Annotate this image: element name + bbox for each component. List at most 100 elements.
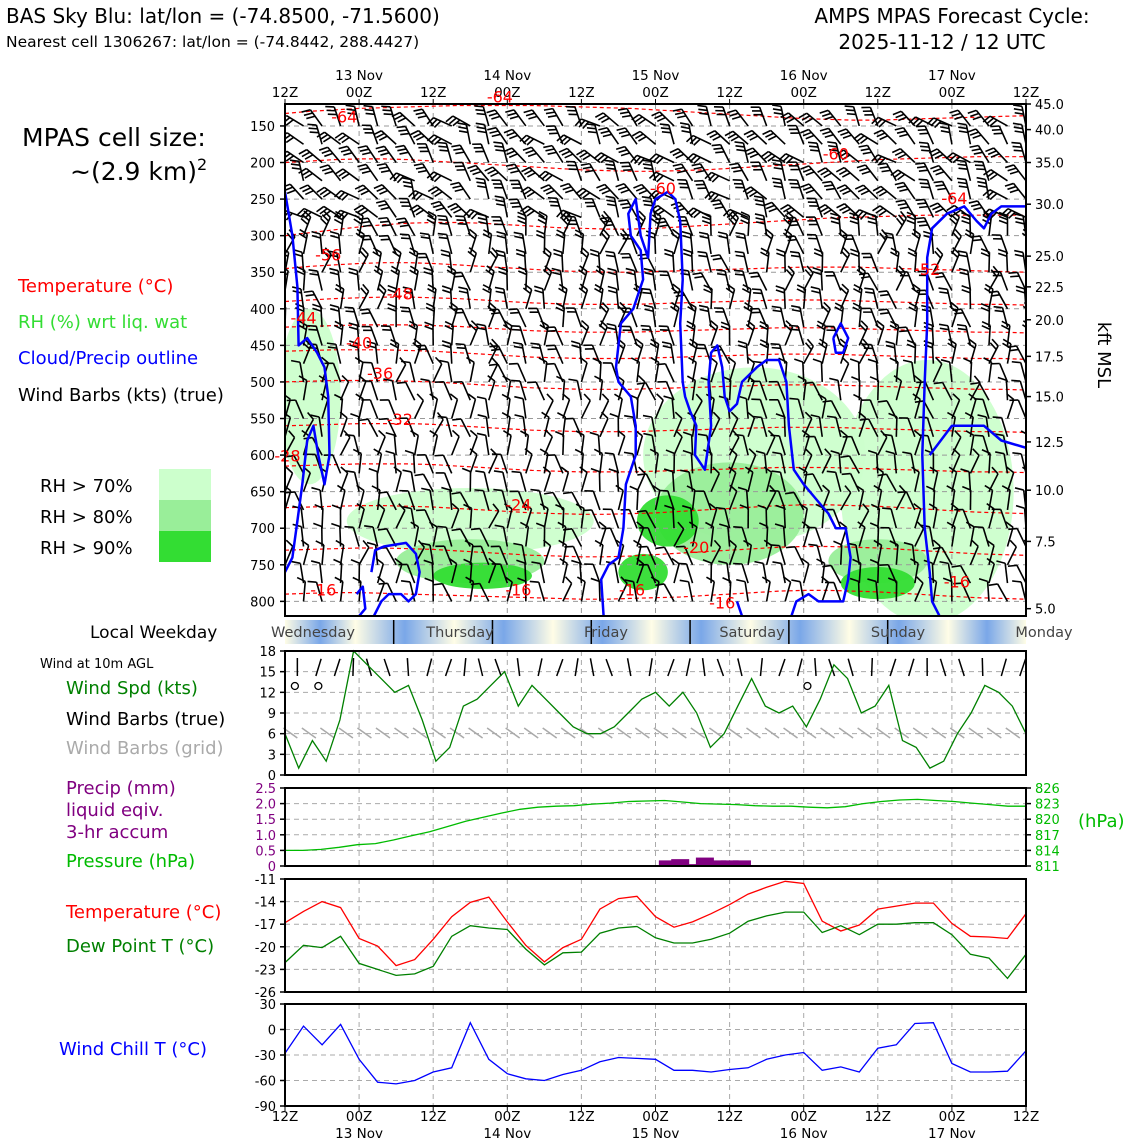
upper-wind-barb-flag	[945, 152, 954, 160]
upper-wind-barb-flag	[757, 504, 767, 509]
upper-wind-barb	[374, 343, 379, 364]
upper-wind-barb-flag	[350, 412, 360, 418]
upper-wind-barb-flag	[491, 312, 501, 315]
panel-ytick-label: 2.0	[255, 798, 276, 813]
upper-wind-barb-flag	[310, 414, 320, 418]
upper-wind-barb-flag	[269, 185, 278, 186]
upper-wind-barb-flag	[402, 180, 412, 185]
upper-wind-barb-flag	[1008, 211, 1016, 219]
upper-wind-barb-flag	[855, 484, 864, 492]
upper-wind-barb	[588, 163, 601, 182]
upper-wind-barb-flag	[582, 192, 591, 199]
upper-wind-barb-flag	[841, 283, 850, 291]
panel-ytick-label: 3	[268, 748, 276, 763]
legend-precip-3: 3-hr accum	[66, 822, 168, 843]
upper-wind-barb	[802, 563, 810, 584]
upper-wind-barb-flag	[522, 287, 531, 295]
upper-wind-barb	[435, 186, 453, 200]
temperature-label: -16	[709, 594, 735, 613]
surface-wind-barb-true	[574, 658, 579, 677]
temperature-isotherms	[285, 104, 1026, 600]
upper-wind-barb-flag	[362, 361, 372, 364]
upper-wind-barb	[599, 527, 607, 547]
bottom-tick-label: 12Z	[420, 1109, 446, 1125]
upper-wind-barb-flag	[264, 211, 270, 217]
upper-wind-barb-flag	[718, 235, 728, 239]
upper-wind-barb-flag	[348, 271, 358, 276]
upper-wind-barb-flag	[594, 375, 603, 382]
upper-wind-barb-flag	[938, 323, 949, 327]
upper-wind-barb-flag	[657, 220, 667, 224]
upper-wind-barb-flag	[510, 324, 520, 328]
upper-wind-barb	[358, 290, 370, 310]
upper-wind-barb-flag	[559, 211, 568, 219]
upper-wind-barb-flag	[665, 449, 675, 455]
upper-wind-barb-flag	[469, 448, 478, 456]
upper-wind-barb-flag	[871, 154, 879, 162]
upper-wind-barb-flag	[494, 524, 504, 528]
upper-wind-barb-flag	[962, 357, 972, 363]
upper-wind-barb-flag	[844, 105, 854, 108]
upper-wind-barb	[449, 343, 453, 364]
upper-wind-barb	[495, 127, 508, 145]
upper-wind-barb-flag	[771, 159, 782, 163]
upper-wind-barb-flag	[607, 271, 617, 276]
upper-wind-barb-flag	[574, 448, 584, 455]
upper-wind-barb-flag	[375, 145, 385, 150]
upper-wind-barb-flag	[491, 247, 499, 256]
upper-wind-barb	[979, 235, 990, 255]
upper-wind-barb-flag	[343, 152, 353, 156]
upper-wind-barb-flag	[316, 205, 325, 213]
upper-wind-barb-flag	[860, 275, 871, 279]
upper-wind-barb-flag	[890, 169, 899, 177]
upper-wind-barb-flag	[508, 153, 518, 159]
upper-wind-barb-flag	[360, 209, 369, 216]
upper-wind-barb-flag	[1012, 104, 1023, 108]
upper-wind-barb	[615, 270, 620, 291]
upper-wind-barb-flag	[789, 397, 799, 401]
upper-wind-barb-flag	[1015, 221, 1025, 225]
upper-wind-barb-flag	[579, 466, 588, 474]
upper-wind-barb-flag	[540, 184, 550, 190]
upper-wind-barb-flag	[728, 539, 737, 547]
kft-tick-label: 20.0	[1035, 314, 1064, 329]
upper-wind-barb-flag	[980, 302, 990, 308]
upper-wind-barb-flag	[842, 208, 851, 214]
upper-wind-barb-flag	[598, 186, 608, 192]
upper-wind-barb-flag	[968, 200, 978, 204]
upper-wind-barb-flag	[895, 199, 905, 203]
upper-wind-barb-flag	[932, 546, 943, 550]
upper-wind-barb-flag	[646, 234, 656, 239]
upper-wind-barb-flag	[427, 283, 437, 290]
upper-wind-barb-flag	[298, 232, 308, 239]
upper-wind-barb-flag	[424, 577, 434, 583]
upper-wind-barb-flag	[311, 486, 321, 491]
upper-wind-barb-flag	[470, 320, 479, 328]
upper-wind-barb-flag	[800, 165, 810, 170]
upper-wind-barb-flag	[620, 189, 630, 194]
upper-wind-barb-flag	[285, 454, 295, 458]
upper-wind-barb	[522, 416, 527, 437]
upper-wind-barb-flag	[538, 214, 547, 221]
upper-wind-barb-flag	[642, 163, 652, 167]
upper-wind-barb-flag	[867, 578, 877, 583]
upper-wind-barb-flag	[514, 235, 524, 239]
upper-wind-barb	[902, 182, 916, 200]
upper-wind-barb-flag	[378, 135, 388, 141]
upper-wind-barb-flag	[1022, 305, 1026, 310]
upper-wind-barb-flag	[736, 578, 746, 583]
upper-wind-barb-flag	[892, 110, 902, 116]
upper-wind-barb-flag	[576, 149, 585, 156]
upper-wind-barb-flag	[896, 130, 906, 134]
upper-wind-barb	[902, 127, 916, 145]
upper-wind-barb-flag	[956, 159, 966, 163]
bottom-tick-label: 12Z	[716, 1109, 742, 1125]
upper-wind-barb	[562, 583, 573, 602]
upper-wind-barb-flag	[897, 490, 907, 494]
upper-wind-barb-flag	[290, 163, 300, 167]
upper-wind-barb-flag	[798, 112, 808, 119]
upper-wind-barb-flag	[772, 181, 782, 185]
upper-wind-barb-flag	[605, 163, 615, 167]
upper-wind-barb-flag	[514, 395, 524, 400]
